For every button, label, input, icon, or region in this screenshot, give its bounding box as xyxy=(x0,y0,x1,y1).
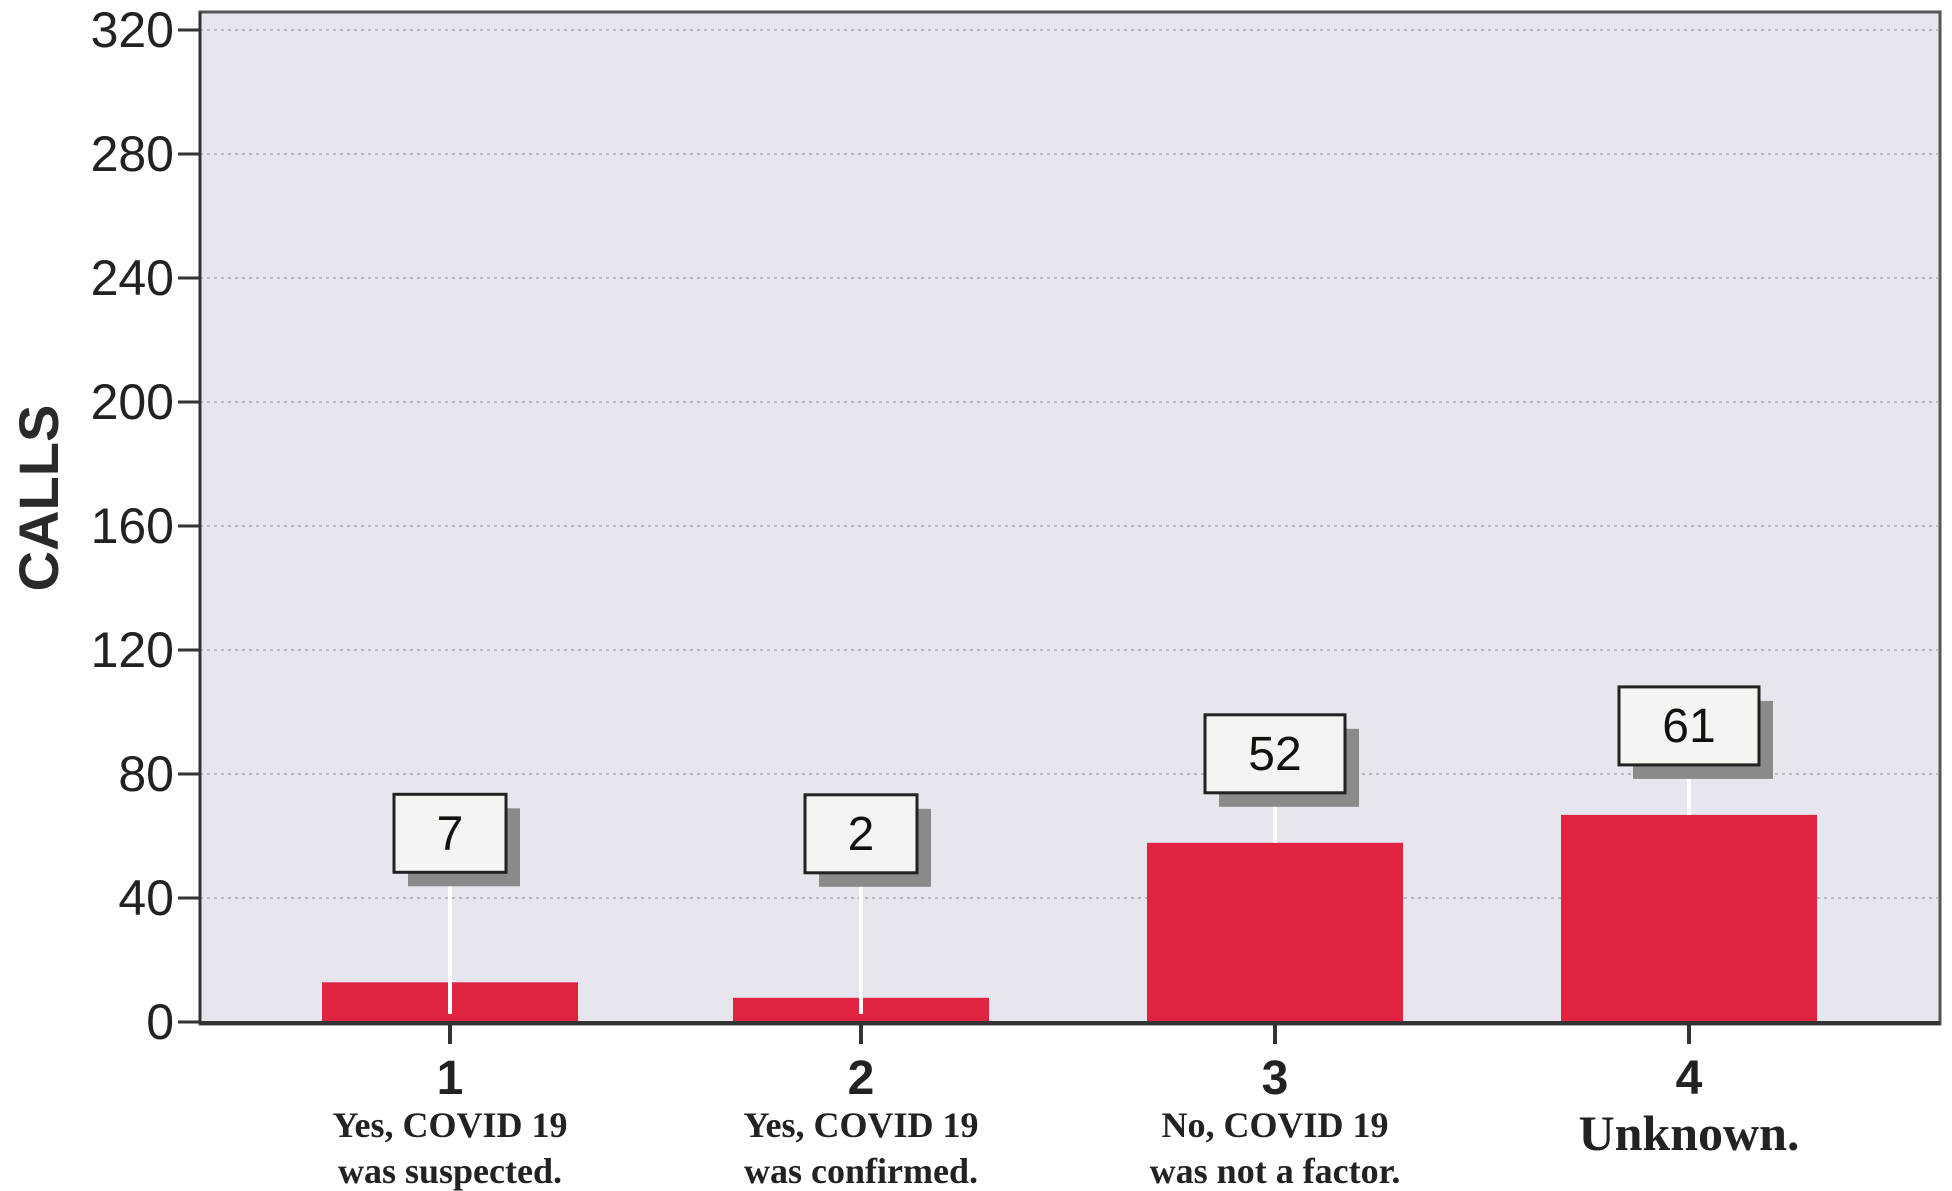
y-tick-label: 80 xyxy=(118,746,174,802)
data-label-box xyxy=(1617,685,1761,767)
y-tick-label: 40 xyxy=(118,870,174,926)
data-label-box xyxy=(392,792,508,874)
y-tick-label: 240 xyxy=(91,250,174,306)
bar xyxy=(1561,814,1817,1022)
y-tick-label: 280 xyxy=(91,126,174,182)
data-label: 7 xyxy=(437,807,464,860)
y-axis-label: CALLS xyxy=(7,405,70,592)
y-tick-label: 320 xyxy=(91,2,174,58)
category-description: Yes, COVID 19 xyxy=(332,1105,567,1145)
data-label: 52 xyxy=(1248,728,1301,781)
category-description: was confirmed. xyxy=(744,1151,978,1191)
data-labels: 7 2 52 61 xyxy=(392,685,1773,1014)
y-tick-label: 120 xyxy=(91,622,174,678)
x-tick-label: 1 xyxy=(437,1052,464,1105)
data-label-box xyxy=(1203,713,1347,795)
data-label-box xyxy=(803,793,919,875)
y-tick-label: 200 xyxy=(91,374,174,430)
category-description: Yes, COVID 19 xyxy=(743,1105,978,1145)
y-tick-label: 0 xyxy=(146,994,174,1050)
x-tick-label: 2 xyxy=(848,1052,875,1105)
x-tick-label: 3 xyxy=(1262,1052,1289,1105)
y-tick-label: 160 xyxy=(91,498,174,554)
x-tick-label: 4 xyxy=(1676,1052,1703,1105)
bar xyxy=(1147,842,1403,1022)
category-description: No, COVID 19 xyxy=(1161,1105,1388,1145)
category-description: was suspected. xyxy=(338,1151,562,1191)
category-description: was not a factor. xyxy=(1150,1151,1401,1191)
data-label: 61 xyxy=(1662,700,1715,753)
category-description: Unknown. xyxy=(1579,1105,1800,1161)
data-label: 2 xyxy=(848,808,875,861)
